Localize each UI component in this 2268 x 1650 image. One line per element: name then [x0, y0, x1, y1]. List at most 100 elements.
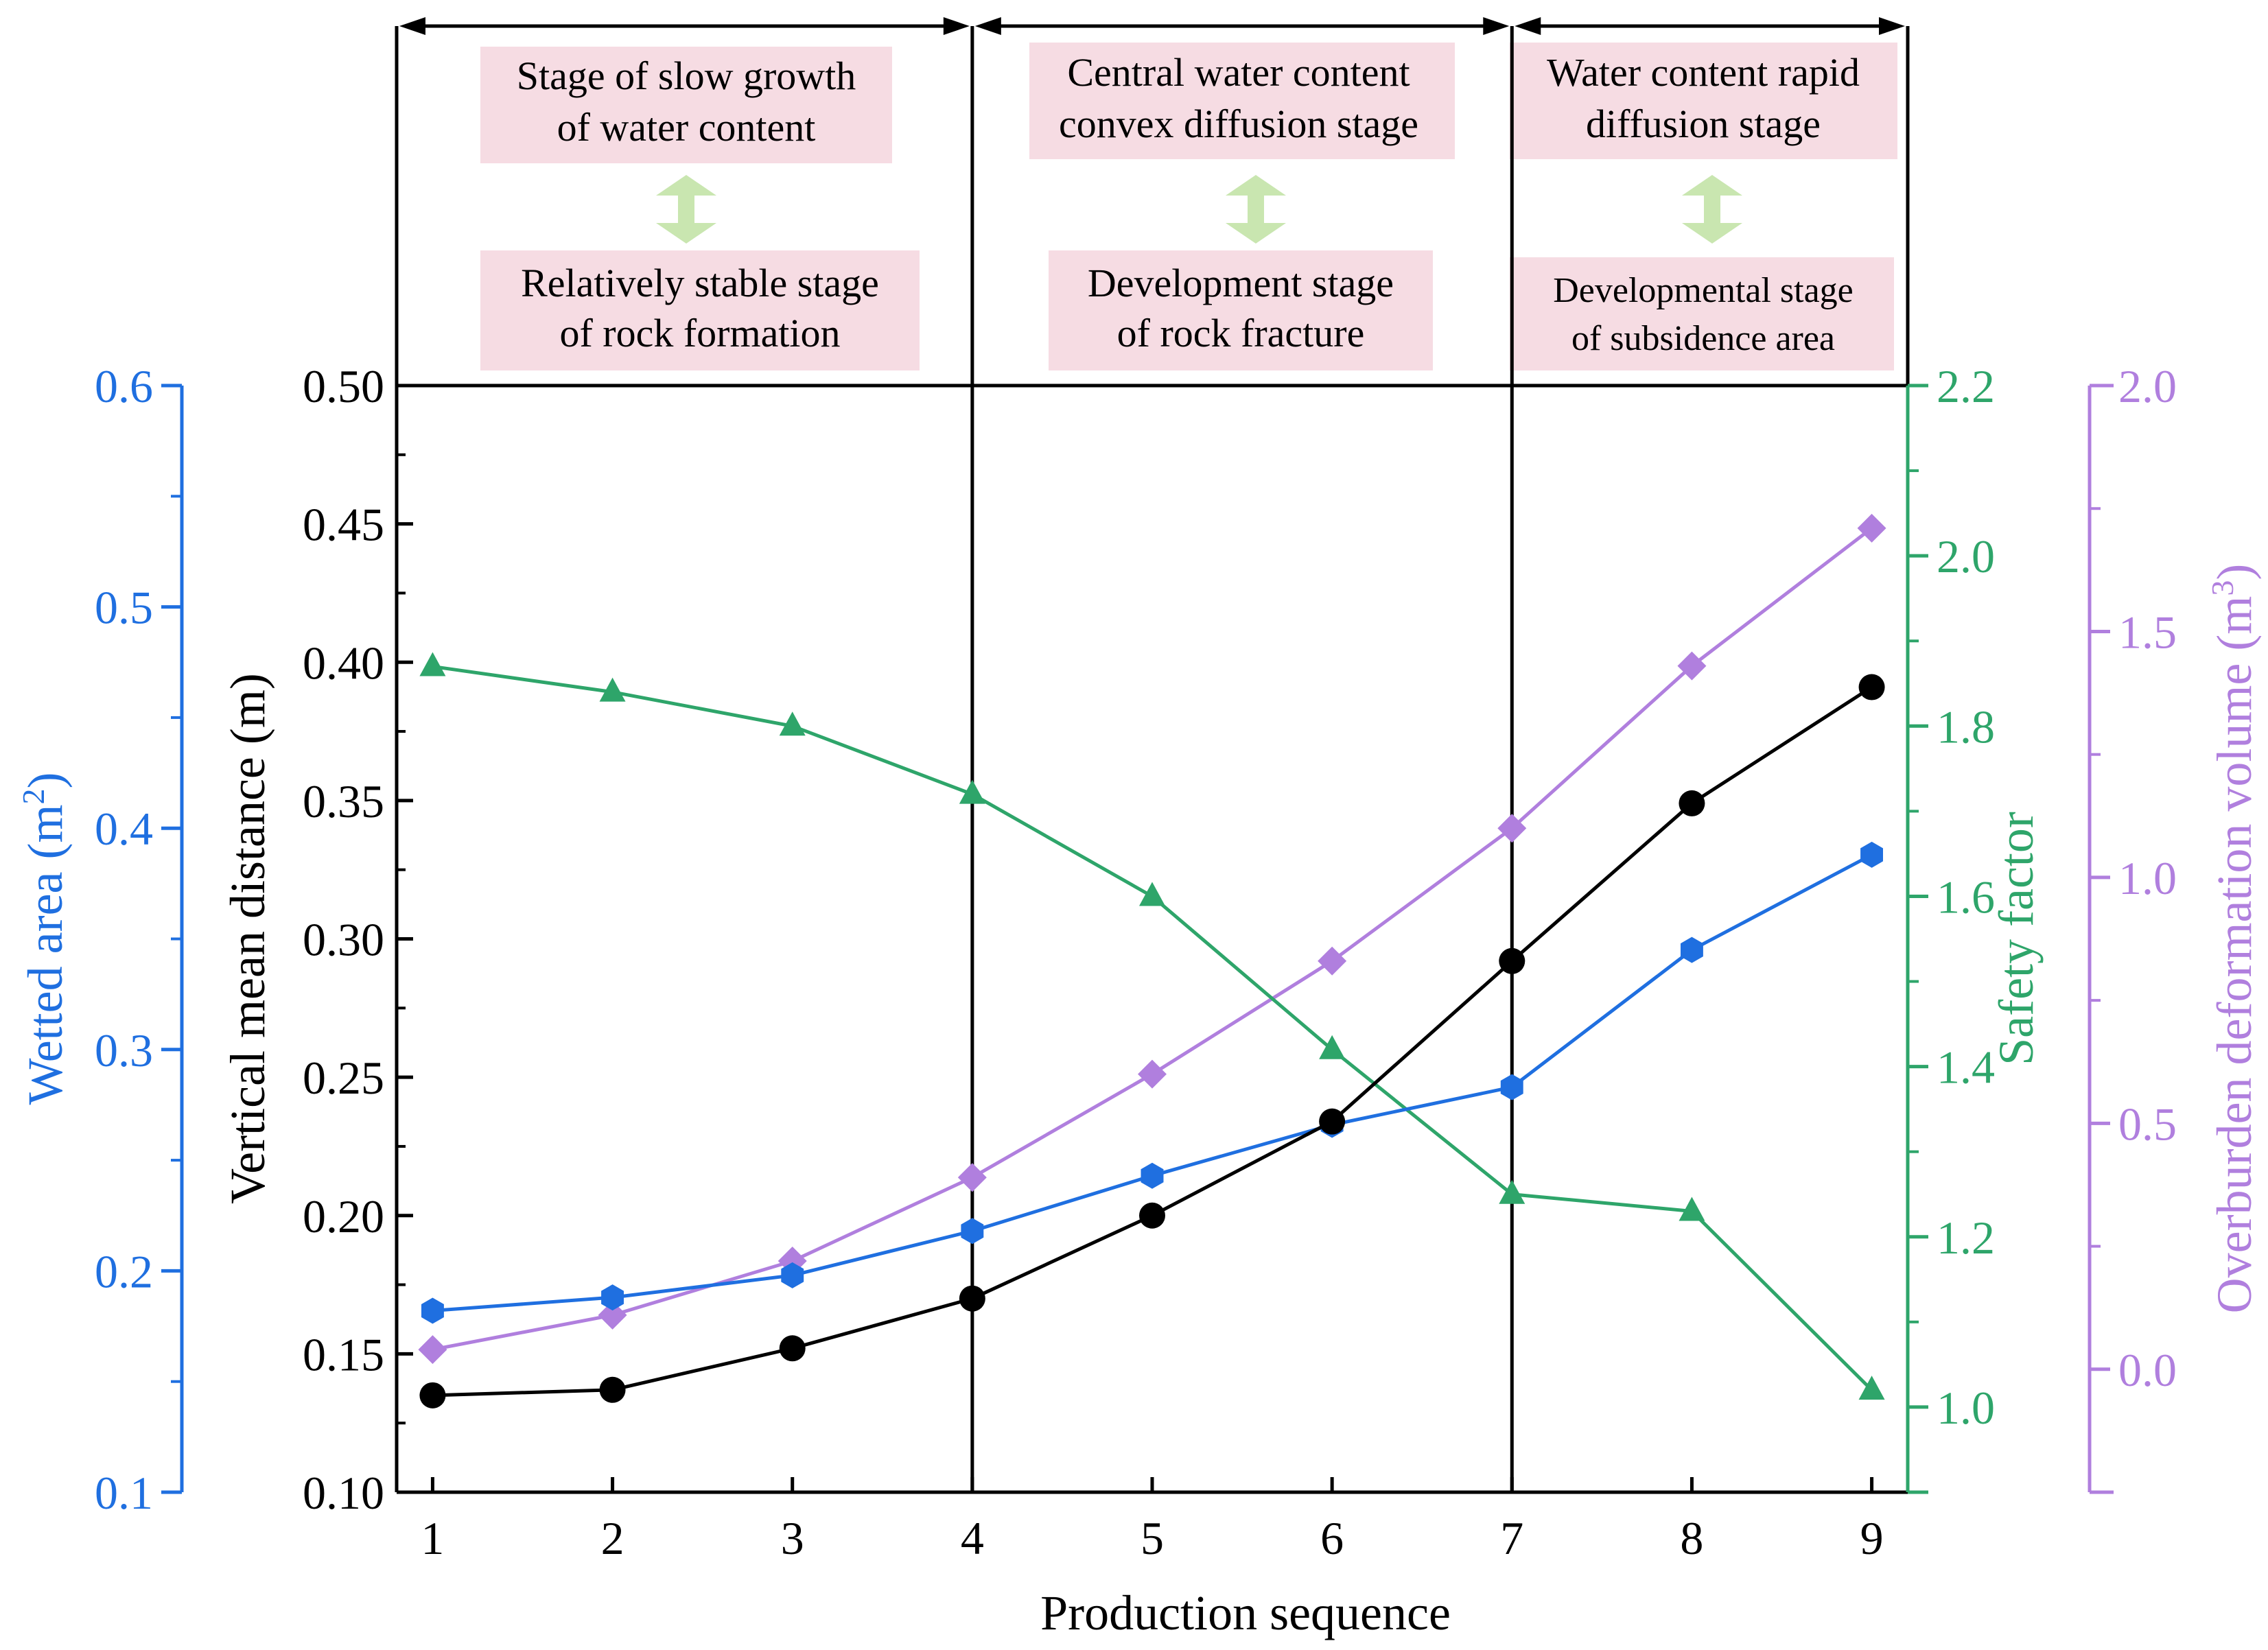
vertical-distance-axis-label: Vertical mean distance (m)	[220, 673, 275, 1204]
x-tick-label-3: 3	[781, 1512, 804, 1564]
safety-factor-tick-label-3: 1.6	[1937, 871, 1995, 923]
overburden-volume-tick-label-2: 1.0	[2118, 852, 2177, 904]
point-wetted-area-8	[1681, 936, 1703, 963]
point-vertical-mean-distance-2	[599, 1376, 626, 1403]
point-wetted-area-7	[1500, 1074, 1523, 1100]
stage-arrows	[656, 175, 1742, 244]
stage-2: Central water content convex diffusion s…	[1029, 43, 1455, 370]
wetted-area-axis-label-main: Wetted area (m	[18, 805, 73, 1105]
plot-frame	[395, 26, 1910, 1494]
wetted-area-tick-label-0: 0.1	[95, 1467, 153, 1519]
x-tick-label-8: 8	[1680, 1512, 1703, 1564]
wetted-area-tick-label-5: 0.6	[95, 360, 153, 412]
safety-factor-axis-label: Safety factor	[1989, 812, 2044, 1065]
point-vertical-mean-distance-9	[1858, 674, 1885, 700]
stage-1: Stage of slow growth of water content Re…	[480, 47, 920, 370]
point-overburden-deformation-volume-2	[598, 1300, 627, 1330]
point-safety-factor-6	[1319, 1035, 1346, 1059]
stage-double-arrow-2	[1226, 175, 1286, 244]
point-overburden-deformation-volume-6	[1318, 946, 1347, 976]
stage-span-arrow-left-2	[974, 17, 1001, 35]
stage-2-top-line-2: convex diffusion stage	[1059, 102, 1418, 146]
point-overburden-deformation-volume-4	[957, 1163, 987, 1192]
stage-1-bottom-line-1: Relatively stable stage	[521, 261, 879, 305]
stage-2-top-box	[1029, 43, 1455, 159]
x-tick-label-7: 7	[1500, 1512, 1523, 1564]
overburden-volume-axis-label-sup: 3	[2205, 580, 2240, 596]
stage-3-top-box	[1510, 43, 1897, 159]
x-tick-label-6: 6	[1320, 1512, 1344, 1564]
point-vertical-mean-distance-8	[1679, 790, 1705, 816]
stage-1-top-line-2: of water content	[557, 105, 816, 150]
stage-span-arrow-left-1	[399, 17, 425, 35]
stage-span-arrow-left-3	[1515, 17, 1541, 35]
vd-tick-label-5: 0.35	[303, 775, 384, 827]
overburden-volume-tick-label-1: 0.5	[2118, 1098, 2177, 1150]
point-overburden-deformation-volume-5	[1138, 1059, 1167, 1089]
point-safety-factor-8	[1679, 1197, 1705, 1221]
x-tick-label-2: 2	[601, 1512, 624, 1564]
overburden-volume-tick-label-3: 1.5	[2118, 606, 2177, 658]
point-safety-factor-5	[1139, 882, 1165, 906]
stage-2-bottom-box	[1049, 250, 1433, 370]
vd-tick-label-8: 0.50	[303, 360, 384, 412]
wetted-area-tick-label-2: 0.3	[95, 1024, 153, 1076]
stage-span-arrow-right-1	[943, 17, 970, 35]
point-safety-factor-7	[1499, 1179, 1525, 1204]
overburden-volume-axis-label-end: )	[2207, 564, 2262, 580]
wetted-area-tick-label-3: 0.4	[95, 803, 153, 855]
point-vertical-mean-distance-4	[959, 1285, 985, 1312]
vd-tick-label-4: 0.30	[303, 914, 384, 966]
wetted-area-axis-label-sup: 2	[16, 789, 51, 805]
stage-2-bottom-line-2: of rock fracture	[1117, 311, 1365, 355]
point-wetted-area-5	[1141, 1162, 1164, 1189]
stage-3-bottom-line-1: Developmental stage	[1553, 271, 1854, 310]
point-safety-factor-4	[959, 779, 985, 804]
point-vertical-mean-distance-6	[1319, 1108, 1346, 1135]
overburden-volume-tick-label-0: 0.0	[2118, 1344, 2177, 1396]
stage-1-bottom-box	[480, 250, 920, 370]
stage-3: Water content rapid diffusion stage Deve…	[1510, 43, 1897, 370]
point-overburden-deformation-volume-9	[1857, 513, 1886, 543]
point-wetted-area-3	[781, 1262, 804, 1288]
stage-1-top-box	[480, 47, 892, 163]
wetted-area-tick-label-1: 0.2	[95, 1245, 153, 1297]
stage-1-top-line-1: Stage of slow growth	[517, 54, 856, 98]
stage-3-top-line-2: diffusion stage	[1586, 102, 1821, 146]
series-safety-factor	[419, 652, 1885, 1400]
stage-double-arrow-1	[656, 175, 716, 244]
stage-span-arrow-right-3	[1879, 17, 1905, 35]
wetted-area-axis-label-end: )	[18, 773, 73, 789]
stage-dividers	[399, 17, 1905, 1492]
safety-factor-tick-label-2: 1.4	[1937, 1041, 1995, 1094]
safety-factor-tick-label-0: 1.0	[1937, 1382, 1995, 1434]
point-vertical-mean-distance-1	[419, 1382, 446, 1409]
point-vertical-mean-distance-3	[779, 1335, 806, 1362]
point-wetted-area-1	[421, 1297, 444, 1324]
stage-3-top-line-1: Water content rapid	[1547, 50, 1860, 95]
point-overburden-deformation-volume-7	[1497, 814, 1527, 843]
point-vertical-mean-distance-7	[1499, 947, 1525, 974]
stage-span-arrow-right-2	[1483, 17, 1510, 35]
safety-factor-tick-label-1: 1.2	[1937, 1212, 1995, 1264]
series-line-safety-factor	[432, 665, 1873, 1391]
stage-double-arrow-3	[1682, 175, 1742, 244]
stage-3-bottom-line-2: of subsidence area	[1571, 319, 1835, 358]
point-overburden-deformation-volume-1	[418, 1335, 447, 1365]
overburden-volume-axis-label: Overburden deformation volume (m3)	[2205, 564, 2262, 1314]
x-tick-label-4: 4	[961, 1512, 984, 1564]
overburden-volume-axis-label-main: Overburden deformation volume (m	[2207, 596, 2262, 1314]
safety-factor-tick-label-5: 2.0	[1937, 530, 1995, 582]
series-line-vertical-mean-distance	[432, 685, 1873, 1398]
wetted-area-axis-label: Wetted area (m2)	[16, 773, 73, 1105]
overburden-volume-tick-label-4: 2.0	[2118, 360, 2177, 412]
x-tick-label-9: 9	[1860, 1512, 1884, 1564]
safety-factor-tick-label-6: 2.2	[1937, 360, 1995, 412]
point-safety-factor-3	[779, 711, 806, 736]
vd-tick-label-0: 0.10	[303, 1467, 384, 1519]
series-overburden-deformation-volume	[418, 513, 1886, 1365]
series-vertical-mean-distance	[419, 674, 1885, 1409]
wetted-area-tick-label-4: 0.5	[95, 582, 153, 634]
stage-3-bottom-box	[1510, 257, 1894, 370]
